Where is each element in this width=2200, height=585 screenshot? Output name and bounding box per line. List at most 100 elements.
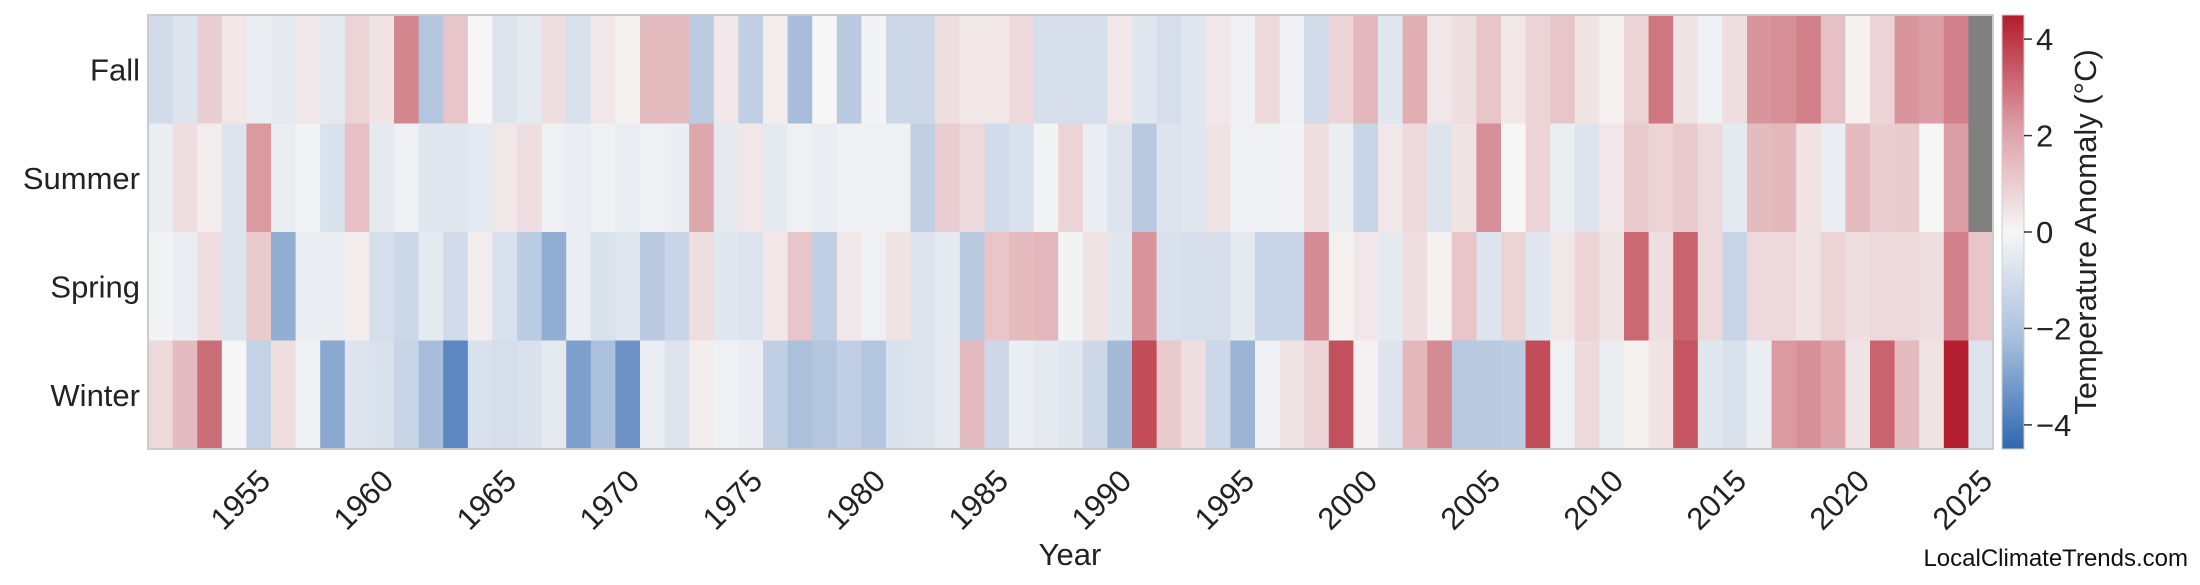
- heatmap-cell-winter-1979: [836, 340, 862, 450]
- heatmap-cell-spring-2018: [1796, 232, 1822, 342]
- heatmap-cell-fall-2007: [1525, 15, 1551, 125]
- heatmap-cell-summer-1957: [295, 123, 321, 233]
- heatmap-cell-summer-1995: [1230, 123, 1256, 233]
- heatmap-cell-fall-2014: [1697, 15, 1723, 125]
- heatmap-cell-winter-1988: [1058, 340, 1084, 450]
- x-tick-2025: 2025: [1926, 463, 2000, 537]
- heatmap-cell-fall-1983: [935, 15, 961, 125]
- heatmap-cell-winter-1992: [1156, 340, 1182, 450]
- row-labels: Fall Summer Spring Winter: [23, 52, 140, 412]
- x-tick-1960: 1960: [327, 463, 401, 537]
- heatmap-cell-summer-1965: [492, 123, 518, 233]
- heatmap-cell-fall-2001: [1378, 15, 1404, 125]
- heatmap-cell-winter-1970: [615, 340, 641, 450]
- heatmap-cell-winter-1958: [320, 340, 346, 450]
- heatmap-cell-spring-2022: [1894, 232, 1920, 342]
- heatmap-cell-winter-2006: [1501, 340, 1527, 450]
- x-tick-1985: 1985: [942, 463, 1016, 537]
- heatmap-cell-winter-1968: [566, 340, 592, 450]
- heatmap-cell-fall-2015: [1722, 15, 1748, 125]
- heatmap-cell-fall-2009: [1574, 15, 1600, 125]
- heatmap-cell-winter-1959: [344, 340, 370, 450]
- heatmap-cell-spring-1954: [221, 232, 247, 342]
- heatmap-cell-spring-1969: [590, 232, 616, 342]
- heatmap-cell-winter-1977: [787, 340, 813, 450]
- heatmap-cell-spring-1953: [197, 232, 223, 342]
- heatmap-cell-winter-1990: [1107, 340, 1133, 450]
- heatmap-cell-summer-1960: [369, 123, 395, 233]
- heatmap-cell-spring-1951: [148, 232, 174, 342]
- heatmap-cell-spring-1967: [541, 232, 567, 342]
- heatmap-cell-spring-1994: [1205, 232, 1231, 342]
- heatmap-cell-fall-1988: [1058, 15, 1084, 125]
- heatmap-cell-winter-2005: [1476, 340, 1502, 450]
- heatmap-cell-fall-2020: [1845, 15, 1871, 125]
- x-tick-1955: 1955: [204, 463, 278, 537]
- heatmap-cell-summer-1993: [1181, 123, 1207, 233]
- heatmap-cell-winter-2013: [1673, 340, 1699, 450]
- heatmap-cell-spring-2008: [1550, 232, 1576, 342]
- heatmap-cell-summer-2014: [1697, 123, 1723, 233]
- heatmap-cell-summer-2016: [1747, 123, 1773, 233]
- heatmap-cell-winter-1974: [713, 340, 739, 450]
- heatmap-cell-winter-1997: [1279, 340, 1305, 450]
- heatmap-cell-winter-1953: [197, 340, 223, 450]
- heatmap-cell-winter-1951: [148, 340, 174, 450]
- heatmap-cell-spring-1968: [566, 232, 592, 342]
- heatmap-cell-spring-1963: [443, 232, 469, 342]
- heatmap-cell-winter-2016: [1747, 340, 1773, 450]
- heatmap-cell-spring-1984: [959, 232, 985, 342]
- heatmap-cell-spring-1957: [295, 232, 321, 342]
- heatmap-cell-winter-2002: [1402, 340, 1428, 450]
- heatmap-cell-spring-1960: [369, 232, 395, 342]
- heatmap-cell-winter-1993: [1181, 340, 1207, 450]
- heatmap-cell-spring-1986: [1009, 232, 1035, 342]
- heatmap-cell-winter-1991: [1132, 340, 1158, 450]
- heatmap-cell-summer-1994: [1205, 123, 1231, 233]
- heatmap-cell-spring-1989: [1082, 232, 1108, 342]
- heatmap-cell-winter-2008: [1550, 340, 1576, 450]
- heatmap-cell-fall-2023: [1919, 15, 1945, 125]
- heatmap-cell-spring-1995: [1230, 232, 1256, 342]
- heatmap-cell-summer-2020: [1845, 123, 1871, 233]
- heatmap-cell-winter-2003: [1427, 340, 1453, 450]
- heatmap-cell-winter-1989: [1082, 340, 1108, 450]
- x-tick-2005: 2005: [1434, 463, 1508, 537]
- heatmap-cell-summer-1979: [836, 123, 862, 233]
- heatmap-cell-spring-2023: [1919, 232, 1945, 342]
- heatmap-cell-summer-1973: [689, 123, 715, 233]
- heatmap-cell-fall-1985: [984, 15, 1010, 125]
- heatmap-cell-fall-1993: [1181, 15, 1207, 125]
- heatmap-cell-winter-2014: [1697, 340, 1723, 450]
- heatmap-cell-winter-2010: [1599, 340, 1625, 450]
- heatmap-cell-winter-1986: [1009, 340, 1035, 450]
- heatmap-cell-summer-1970: [615, 123, 641, 233]
- plot-frame: [147, 14, 1994, 450]
- heatmap-cell-summer-1972: [664, 123, 690, 233]
- x-tick-1970: 1970: [573, 463, 647, 537]
- heatmap-cell-winter-1983: [935, 340, 961, 450]
- heatmap-cell-summer-2015: [1722, 123, 1748, 233]
- heatmap-cell-summer-1956: [271, 123, 297, 233]
- x-tick-1990: 1990: [1065, 463, 1139, 537]
- heatmap-cell-fall-2010: [1599, 15, 1625, 125]
- heatmap-cell-winter-1975: [738, 340, 764, 450]
- heatmap-cell-spring-2001: [1378, 232, 1404, 342]
- heatmap-cell-fall-1955: [246, 15, 272, 125]
- heatmap-cell-fall-2004: [1451, 15, 1477, 125]
- heatmap-cell-winter-2019: [1820, 340, 1846, 450]
- heatmap-cell-summer-1974: [713, 123, 739, 233]
- heatmap-cell-spring-1955: [246, 232, 272, 342]
- heatmap-cell-fall-2011: [1624, 15, 1650, 125]
- heatmap-cell-spring-1980: [861, 232, 887, 342]
- heatmap-cell-winter-1954: [221, 340, 247, 450]
- heatmap-cell-winter-1981: [886, 340, 912, 450]
- x-axis-label: Year: [1039, 537, 1102, 572]
- heatmap-cell-winter-2018: [1796, 340, 1822, 450]
- heatmap-cell-summer-1983: [935, 123, 961, 233]
- heatmap-cell-summer-1964: [467, 123, 493, 233]
- heatmap-cell-winter-1966: [517, 340, 543, 450]
- heatmap-cell-fall-1994: [1205, 15, 1231, 125]
- heatmap-cell-fall-1957: [295, 15, 321, 125]
- heatmap-cell-fall-1961: [394, 15, 420, 125]
